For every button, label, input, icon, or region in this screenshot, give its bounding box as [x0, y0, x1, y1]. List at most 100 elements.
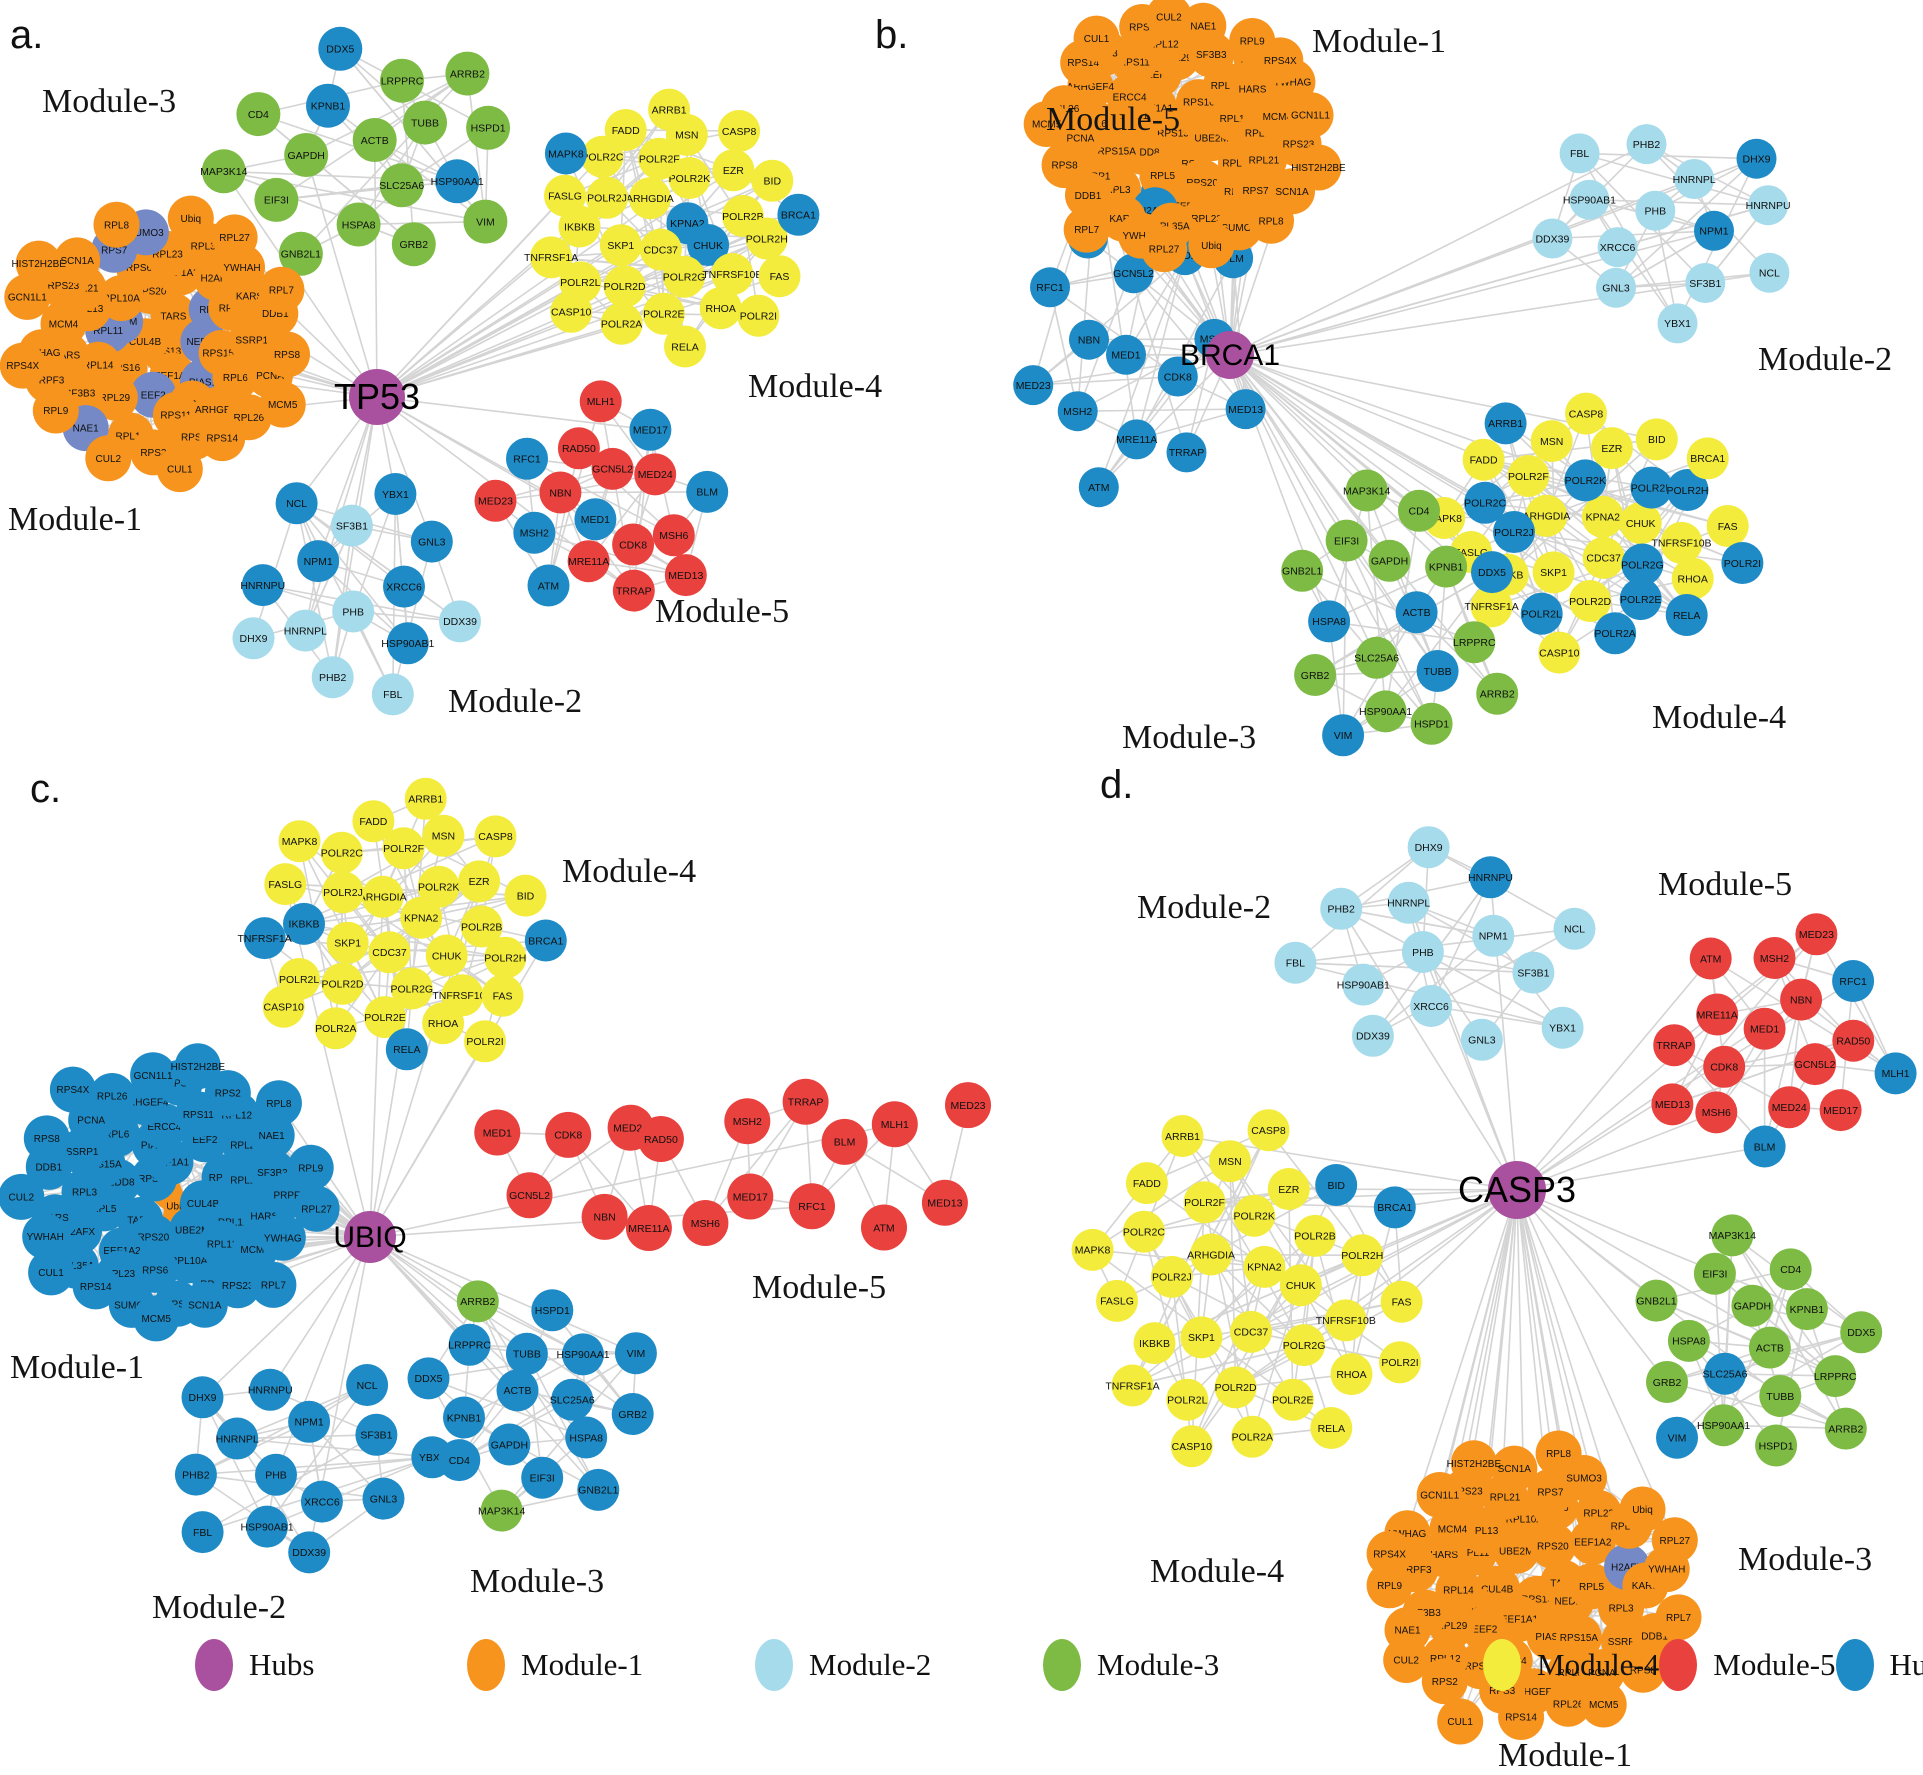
node-CUL2 — [1145, 0, 1192, 40]
edge — [1229, 204, 1769, 356]
node-label-RPS15A: RPS15A — [1560, 1633, 1599, 1644]
node-label-RPS11: RPS11 — [160, 411, 191, 422]
node-label-RPS14: RPS14 — [1067, 58, 1099, 69]
node-POLR2I — [1379, 1341, 1421, 1384]
node-ARHGDIA — [1525, 494, 1568, 537]
node-label-DDB1: DDB1 — [1075, 191, 1102, 202]
node-DDX5 — [1471, 551, 1513, 594]
node-label-FBL: FBL — [383, 689, 402, 701]
node-label-HIST2H2BE: HIST2H2BE — [1447, 1459, 1502, 1470]
node-NAE1 — [1180, 2, 1227, 49]
node-label-RPL27: RPL27 — [219, 233, 250, 244]
node-GCN5L2 — [506, 1172, 553, 1219]
node-label-MED24: MED24 — [638, 469, 673, 481]
node-MSH6 — [1695, 1091, 1738, 1134]
node-MED13 — [921, 1179, 968, 1226]
node-RPL8 — [93, 201, 140, 248]
module-label-d-Module-5: Module-5 — [1658, 866, 1792, 903]
node-label-POLR2H: POLR2H — [746, 233, 788, 245]
node-label-UBE2M: UBE2M — [1194, 134, 1228, 145]
node-DDX39 — [439, 600, 481, 643]
node-GCN5L2 — [1794, 1043, 1837, 1086]
node-RPS2 — [204, 1070, 251, 1117]
node-label-MLH1: MLH1 — [1882, 1068, 1910, 1080]
node-label-GNL3: GNL3 — [1468, 1035, 1496, 1047]
module-label-a-Module-5: Module-5 — [655, 593, 789, 630]
node-label-RPS23: RPS23 — [48, 281, 80, 292]
node-GRB2 — [611, 1393, 654, 1435]
node-DDX5 — [407, 1357, 450, 1400]
module-label-b-Module-3: Module-3 — [1122, 719, 1256, 756]
node-label-POLR2L: POLR2L — [279, 974, 319, 986]
node-label-RPS11: RPS11 — [183, 1110, 214, 1121]
node-HIST2H2BE — [1450, 1440, 1497, 1487]
node-HSP90AA1 — [1364, 690, 1407, 733]
node-label-POLR2J: POLR2J — [1152, 1272, 1192, 1284]
node-PHB2 — [311, 656, 354, 699]
node-label-PIAS1: PIAS1 — [189, 378, 218, 389]
node-label-NEDD8: NEDD8 — [1126, 147, 1160, 158]
legend-item-hubs: Hubs — [195, 1639, 467, 1691]
node-Ubiq — [1619, 1486, 1666, 1533]
node-label-RPS16: RPS16 — [1183, 98, 1215, 109]
node-MED17 — [629, 408, 672, 451]
node-MRE11A — [625, 1205, 672, 1251]
edge — [1294, 846, 1430, 964]
node-label-YWHAH: YWHAH — [1122, 231, 1159, 242]
node-label-RPL6: RPL6 — [1558, 1668, 1583, 1679]
node-label-CASP8: CASP8 — [722, 126, 757, 138]
node-CDC37 — [639, 228, 682, 271]
node-label-ARRB2: ARRB2 — [450, 68, 485, 80]
node-label-EEF2: EEF2 — [1472, 1625, 1497, 1636]
node-label-RPL29: RPL29 — [1437, 1621, 1468, 1632]
node-POLR2H — [1666, 469, 1709, 511]
node-SF3B1 — [1512, 951, 1555, 994]
node-label-BID: BID — [1327, 1180, 1345, 1192]
node-label-TNFRSF1A: TNFRSF1A — [1105, 1380, 1159, 1392]
node-label-GRB2: GRB2 — [400, 239, 429, 251]
node-SCN1A — [54, 237, 101, 284]
node-label-ATM: ATM — [1700, 953, 1721, 965]
node-label-HSPA8: HSPA8 — [569, 1432, 603, 1444]
node-label-MCM5: MCM5 — [1589, 1700, 1619, 1711]
node-label-BRCA1: BRCA1 — [1690, 453, 1725, 465]
node-label-CASP8: CASP8 — [1569, 408, 1604, 420]
node-label-XRCC6: XRCC6 — [1413, 1001, 1449, 1013]
node-CASP10 — [550, 290, 593, 333]
node-label-SF3B1: SF3B1 — [1689, 278, 1721, 290]
node-TRRAP — [1653, 1024, 1696, 1067]
node-FADD — [604, 109, 647, 151]
node-GNB2L1 — [278, 231, 323, 276]
node-label-RPL7: RPL7 — [269, 285, 294, 296]
node-label-RPS20: RPS20 — [137, 1233, 169, 1244]
node-label-UBE2M: UBE2M — [175, 1225, 209, 1236]
node-Ubiq — [1188, 222, 1235, 269]
node-label-EEF1A1: EEF1A1 — [154, 371, 192, 382]
node-label-RPL26: RPL26 — [1553, 1699, 1584, 1710]
node-label-ARHGEF4: ARHGEF4 — [121, 1098, 169, 1109]
node-label-POLR2H: POLR2H — [1666, 485, 1708, 497]
node-label-CDK8: CDK8 — [619, 539, 647, 551]
node-DDX5 — [318, 26, 363, 71]
node-HSPD1 — [1410, 702, 1453, 745]
node-label-RPS2: RPS2 — [215, 1089, 242, 1100]
node-label-RPS7: RPS7 — [1242, 186, 1269, 197]
node-BID — [1635, 418, 1678, 461]
node-POLR2E — [642, 292, 685, 335]
node-label-POLR2B: POLR2B — [1631, 482, 1672, 494]
node-label-RPL8: RPL8 — [266, 1099, 291, 1110]
node-label-EZR: EZR — [1601, 443, 1622, 455]
node-XRCC6 — [1597, 227, 1638, 268]
node-label-HSP90AA1: HSP90AA1 — [556, 1349, 609, 1361]
node-MSH2 — [1057, 391, 1098, 432]
node-label-POLR2G: POLR2G — [1283, 1340, 1326, 1352]
node-label-ARRB1: ARRB1 — [1165, 1131, 1200, 1143]
node-label-EZR: EZR — [469, 876, 490, 888]
node-label-XRCC6: XRCC6 — [386, 581, 422, 593]
legend-item-module1: Module-1 — [467, 1639, 755, 1691]
node-label-POLR2B: POLR2B — [461, 921, 502, 933]
node-GAPDH — [1731, 1284, 1774, 1327]
node-label-NPM1: NPM1 — [1699, 226, 1728, 238]
node-label-DDX5: DDX5 — [1478, 567, 1506, 579]
nodes-b: MED1GCN5L2CDK8NBNMED24MRE11ARAD50MSH6MSH… — [1013, 0, 1791, 757]
